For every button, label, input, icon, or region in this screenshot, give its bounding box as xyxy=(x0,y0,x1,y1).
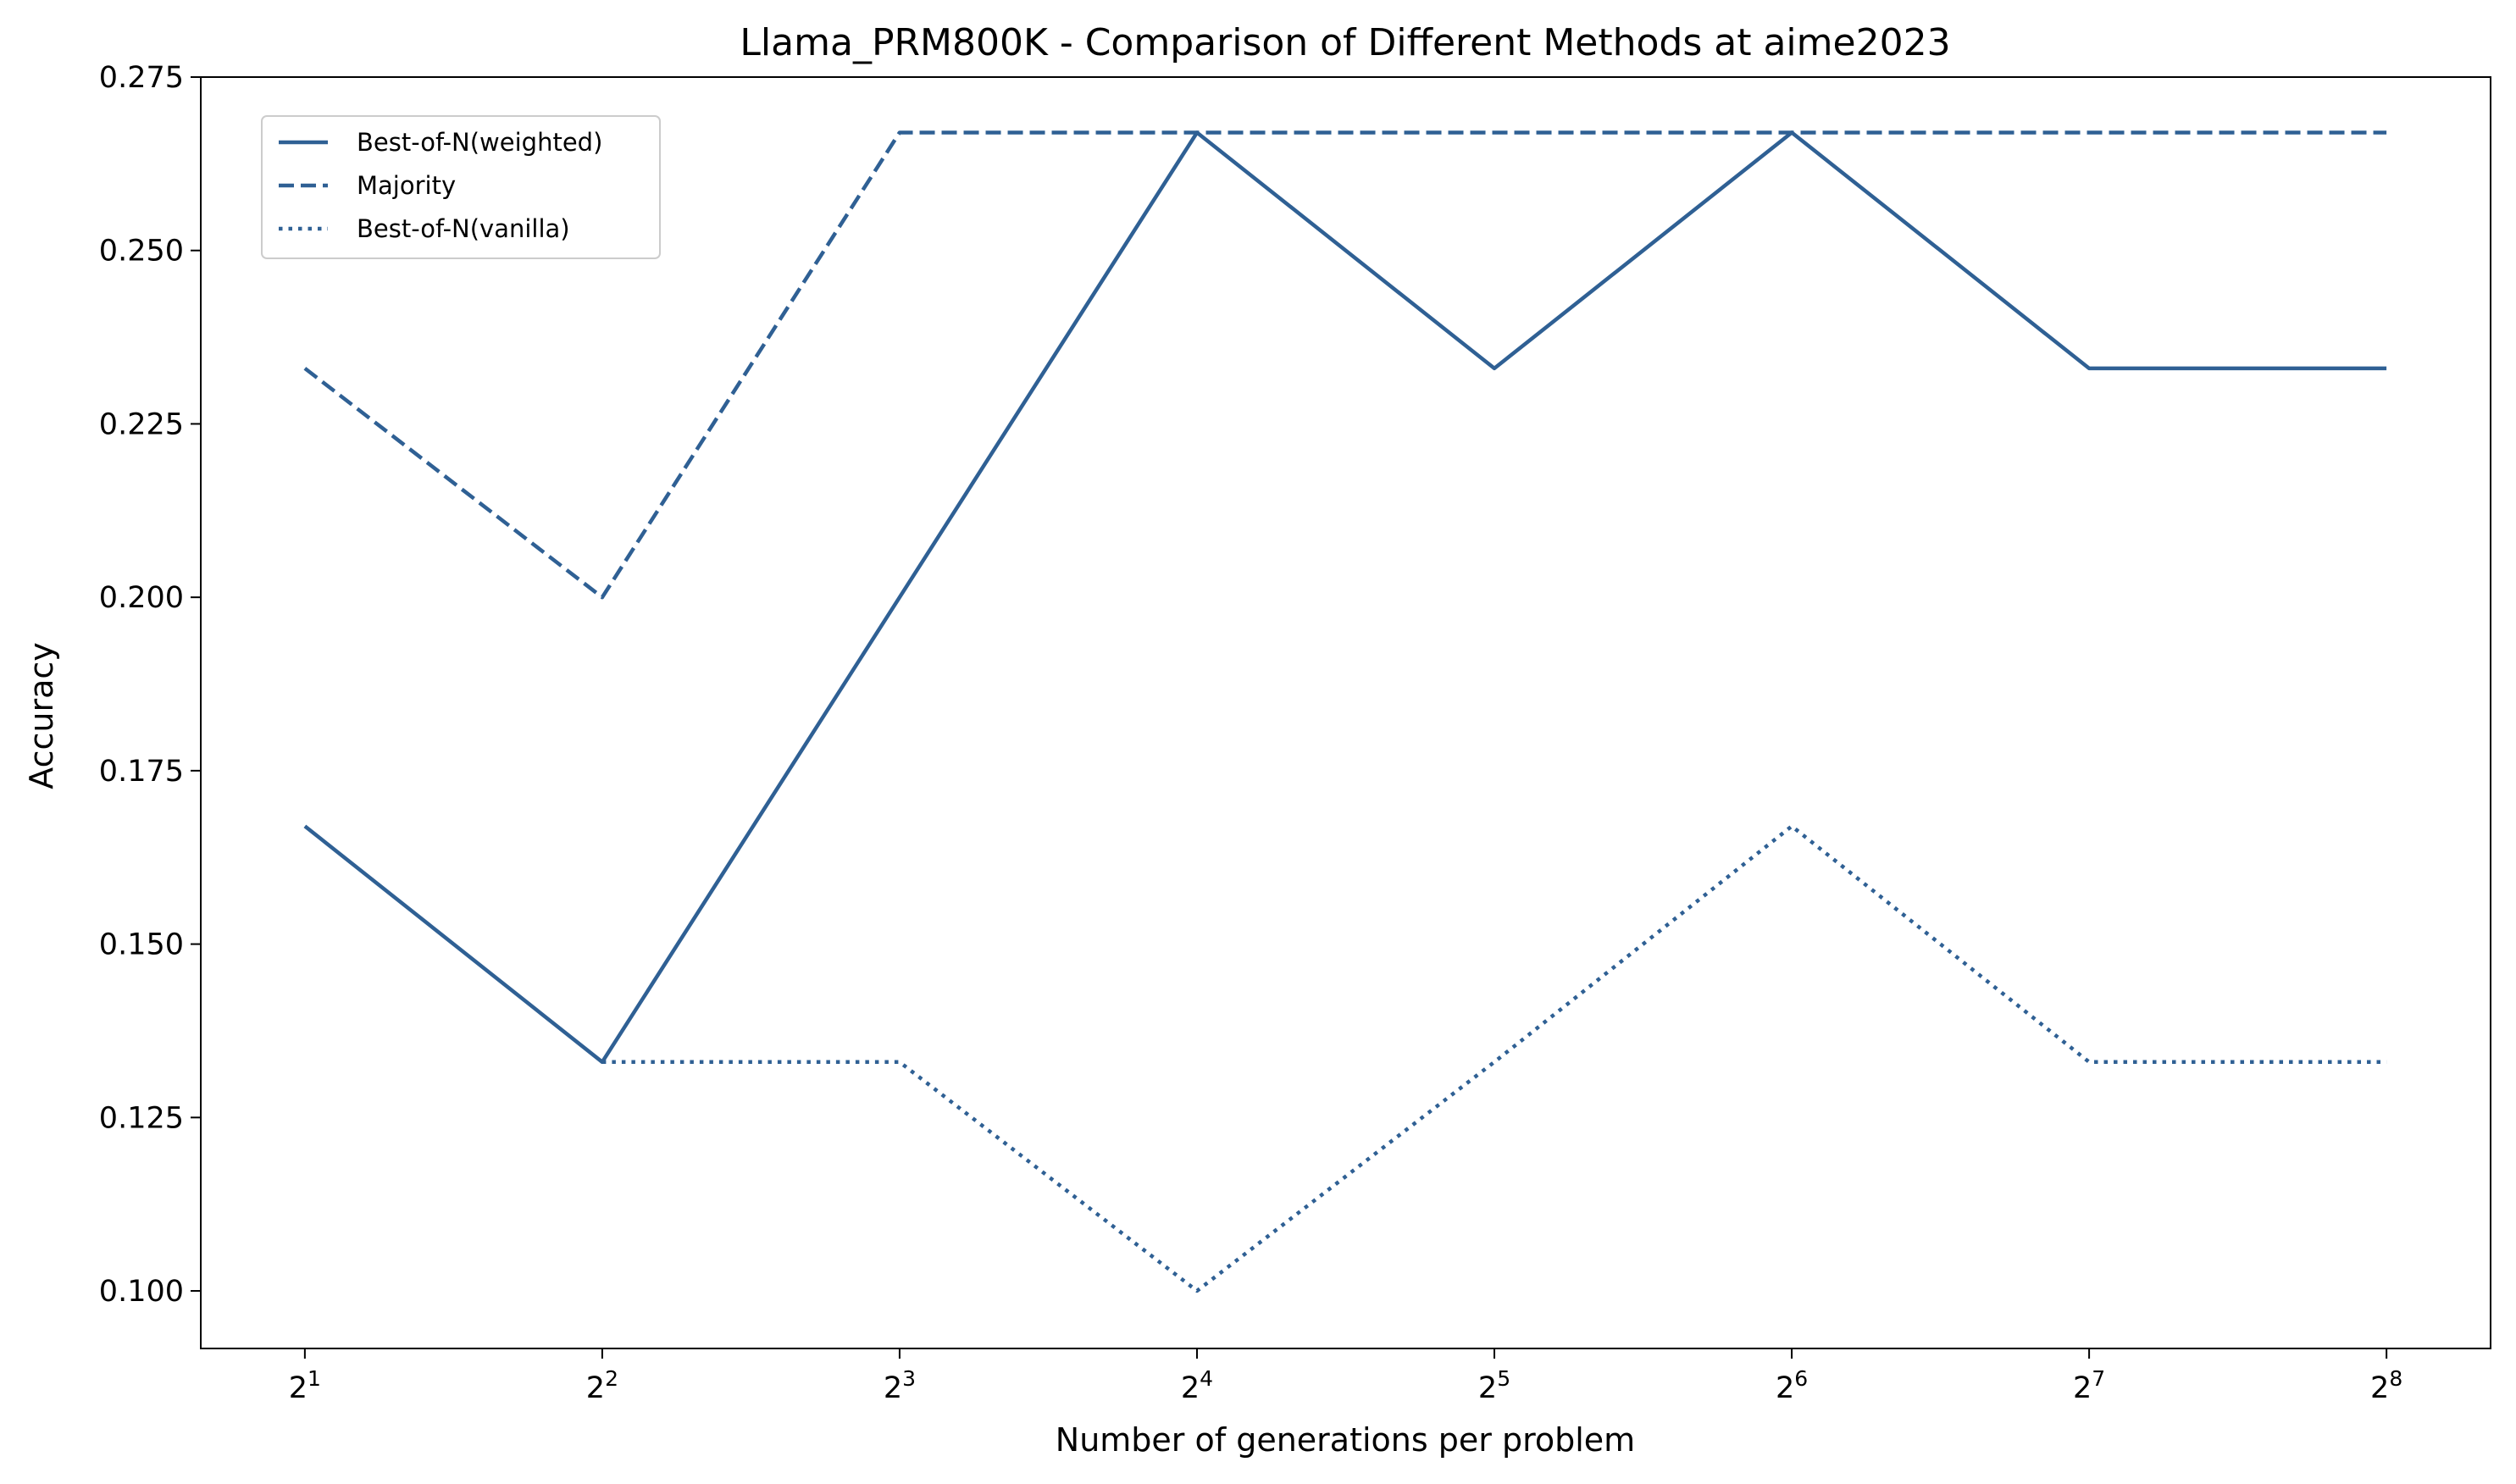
y-tick-label: 0.100 xyxy=(99,1275,184,1309)
y-tick-label: 0.175 xyxy=(99,755,184,789)
chart-title: Llama_PRM800K - Comparison of Different … xyxy=(740,21,1950,64)
legend: Best-of-N(weighted) Majority Best-of-N(van… xyxy=(261,115,661,259)
series-layer xyxy=(303,130,2387,1293)
y-tick-label: 0.125 xyxy=(99,1101,184,1135)
plot-frame xyxy=(200,76,2491,1349)
plot-area xyxy=(200,76,2491,1349)
y-tick-label: 0.275 xyxy=(99,61,184,95)
y-tick-label: 0.225 xyxy=(99,407,184,441)
y-axis-label: Accuracy xyxy=(23,642,60,789)
legend-label-1: Best-of-N(weighted) xyxy=(357,128,602,157)
series-line-1 xyxy=(303,130,2387,1065)
series-line-3 xyxy=(601,824,2387,1293)
legend-label-2: Majority xyxy=(357,171,456,200)
y-tick-label: 0.200 xyxy=(99,581,184,615)
legend-box xyxy=(261,115,661,259)
series-line-2 xyxy=(303,130,2387,600)
y-tick-label: 0.250 xyxy=(99,235,184,269)
x-tick-label: 23 xyxy=(884,1366,916,1405)
x-tick-label: 21 xyxy=(289,1366,321,1405)
y-tick-label: 0.150 xyxy=(99,928,184,962)
x-tick-label: 28 xyxy=(2370,1366,2402,1405)
y-axis: 0.100 0.125 0.150 0.175 0.200 0.225 0.250 0.275 xyxy=(99,61,201,1309)
x-tick-label: 25 xyxy=(1478,1366,1510,1405)
x-tick-label: 27 xyxy=(2073,1366,2105,1405)
x-axis-label: Number of generations per problem xyxy=(1056,1421,1635,1459)
x-tick-label: 26 xyxy=(1776,1366,1808,1405)
x-tick-label: 22 xyxy=(586,1366,618,1405)
x-tick-label: 24 xyxy=(1181,1366,1213,1405)
legend-label-3: Best-of-N(vanilla) xyxy=(357,214,570,243)
x-axis: 21 22 23 24 25 26 27 28 xyxy=(289,1348,2402,1405)
